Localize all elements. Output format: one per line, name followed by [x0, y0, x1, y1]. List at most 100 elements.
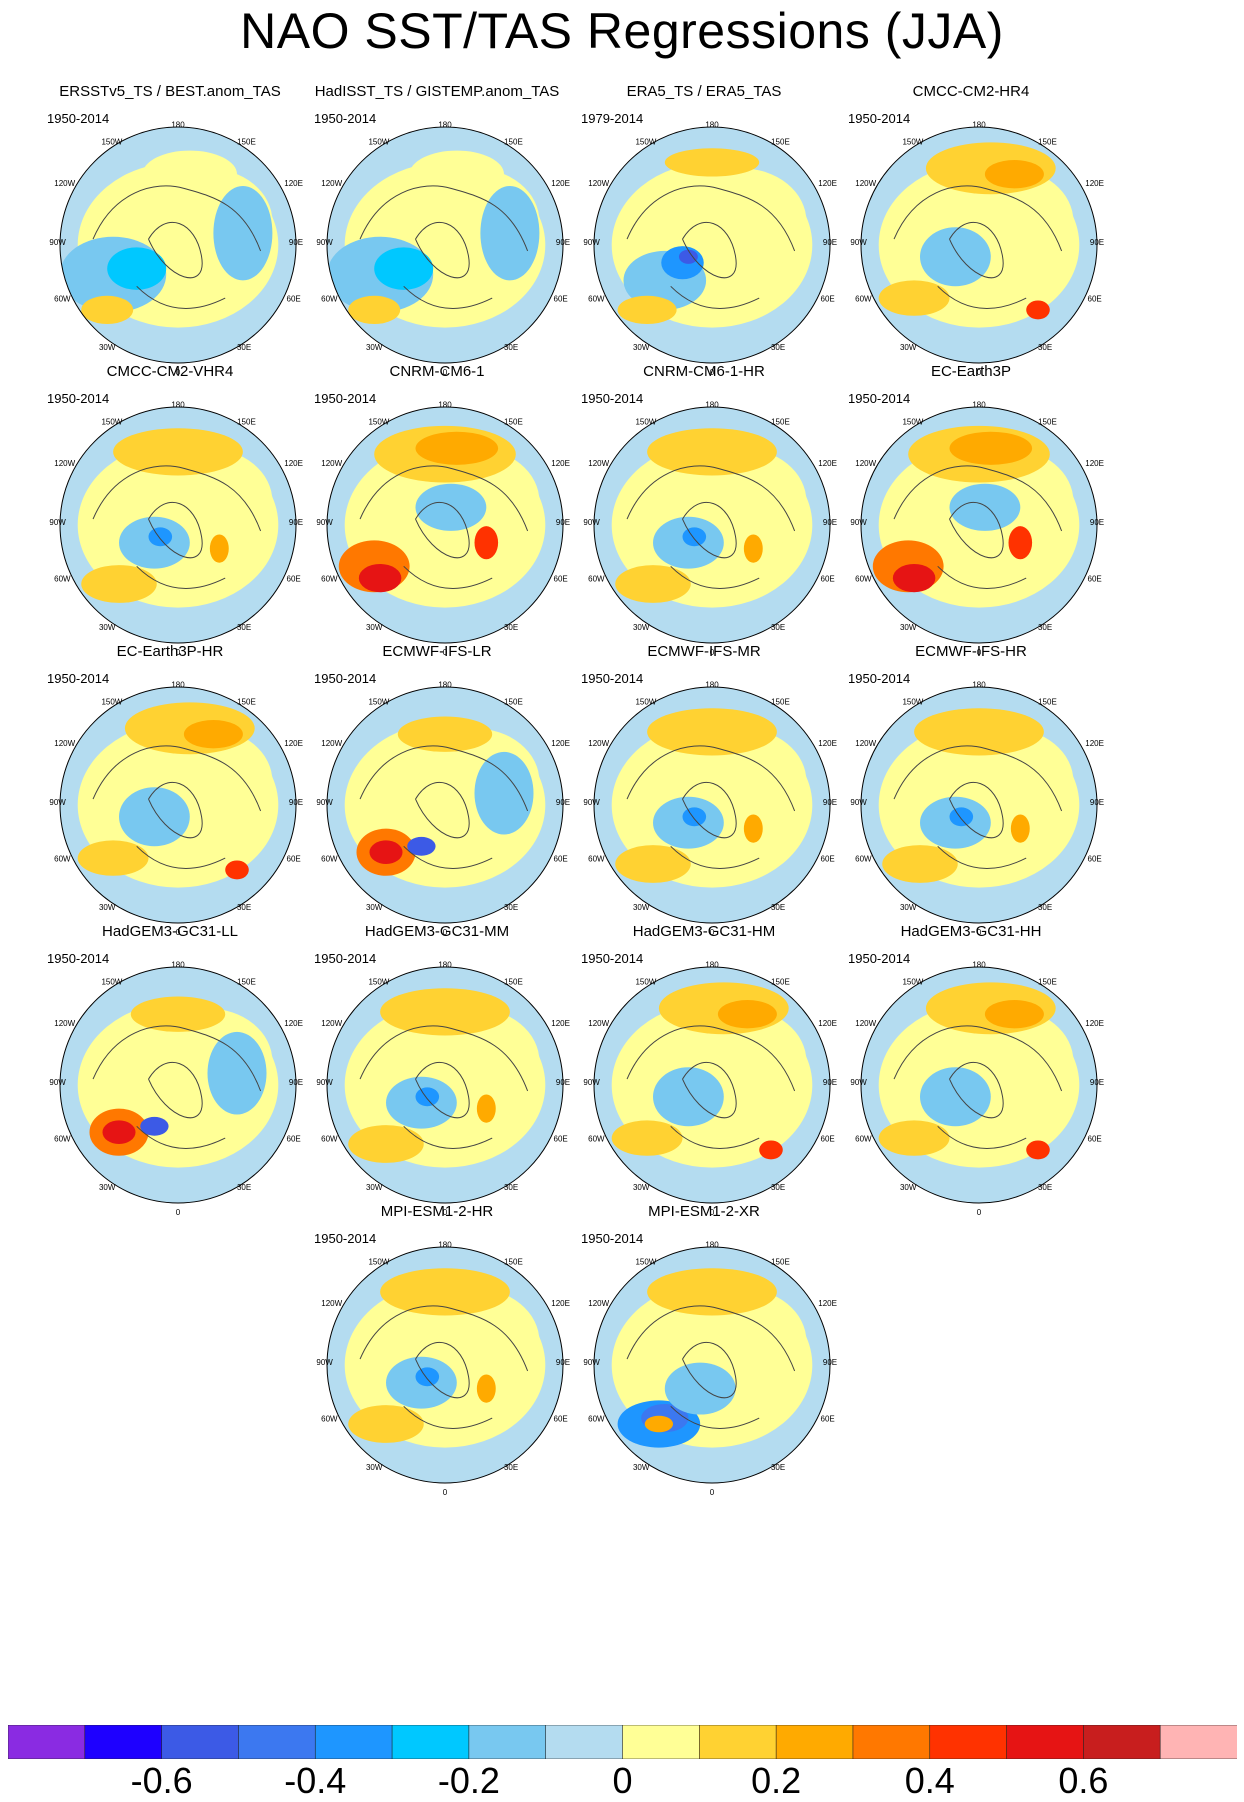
longitude-label: 60W [588, 575, 605, 584]
map-panel: ERA5_TS / ERA5_TAS 1979-2014 180 150W 150E 12… [554, 83, 854, 393]
longitude-label: 90W [583, 238, 600, 247]
colorbar-swatch [161, 1725, 240, 1759]
panel-title: EC-Earth3P [930, 363, 1012, 380]
longitude-label: 120E [1085, 179, 1104, 188]
longitude-label: 30W [366, 1463, 383, 1472]
longitude-label: 90W [850, 1078, 867, 1087]
longitude-label: 60W [588, 1135, 605, 1144]
map-panel: ERSSTv5_TS / BEST.anom_TAS 1950-2014 180 15… [20, 83, 320, 393]
longitude-label: 90W [49, 1078, 66, 1087]
longitude-label: 150W [902, 138, 923, 147]
panel-title: HadGEM3-GC31-HM [632, 923, 776, 940]
longitude-label: 30E [237, 623, 251, 632]
anomaly-region [615, 845, 691, 883]
longitude-label: 60W [54, 575, 71, 584]
longitude-label: 150E [1038, 698, 1057, 707]
longitude-label: 150W [368, 418, 389, 427]
longitude-label: 0 [710, 1208, 715, 1217]
anomaly-region [130, 996, 226, 1032]
anomaly-region [474, 751, 534, 835]
anomaly-region [380, 1268, 510, 1316]
anomaly-region [209, 534, 229, 563]
longitude-label: 60W [54, 855, 71, 864]
longitude-label: 150W [101, 978, 122, 987]
polar-map: 180 150W 150E 120W 120E 90W 90E 60W 60E 30W 30E 0 [49, 961, 303, 1217]
coastline [359, 1025, 529, 1149]
panel-title: HadGEM3-GC31-MM [364, 923, 510, 940]
anomaly-region [348, 1125, 424, 1163]
longitude-label: 60E [1088, 295, 1102, 304]
longitude-label: 150E [504, 1258, 523, 1267]
longitude-label: 150W [368, 978, 389, 987]
polar-map: 180 150W 150E 120W 120E 90W 90E 60W 60E 30W 30E 0 [850, 961, 1104, 1217]
longitude-label: 30W [366, 1183, 383, 1192]
longitude-label: 120W [855, 1019, 876, 1028]
panel-period: 1950-2014 [848, 391, 911, 406]
anomaly-region [878, 1120, 950, 1156]
polar-map: 180 150W 150E 120W 120E 90W 90E 60W 60E 30W 30E 0 [583, 681, 837, 937]
panel-title: CMCC-CM2-HR4 [912, 83, 1030, 100]
longitude-label: 150E [504, 978, 523, 987]
anomaly-region [81, 565, 157, 603]
panel-title: MPI-ESM1-2-HR [380, 1203, 494, 1220]
anomaly-region [611, 1120, 683, 1156]
panel-period: 1950-2014 [47, 111, 110, 126]
colorbar-tick-label: -0.6 [130, 1760, 193, 1801]
longitude-label: 150E [771, 138, 790, 147]
longitude-label: 90E [556, 518, 570, 527]
longitude-label: 90W [850, 518, 867, 527]
longitude-label: 30E [504, 903, 518, 912]
longitude-label: 30W [633, 623, 650, 632]
map-panel: CMCC-CM2-VHR4 1950-2014 180 150W 150E 120W 120… [20, 363, 320, 673]
map-panel: HadGEM3-GC31-LL 1950-2014 180 150W 150E 120W 1… [20, 923, 320, 1233]
anomaly-region [207, 1031, 267, 1115]
map-panel: CNRM-CM6-1-HR 1950-2014 180 150W 150E 120W 120… [554, 363, 854, 673]
anomaly-region [380, 988, 510, 1036]
longitude-label: 30W [633, 1183, 650, 1192]
anomaly-region [225, 860, 249, 880]
longitude-label: 30E [237, 1183, 251, 1192]
anomaly-region [213, 186, 273, 281]
map-border [593, 126, 831, 364]
longitude-label: 30E [237, 343, 251, 352]
longitude-label: 30W [99, 623, 116, 632]
colorbar-swatch [1159, 1725, 1237, 1759]
longitude-label: 60W [588, 295, 605, 304]
longitude-label: 150E [1038, 978, 1057, 987]
longitude-label: 90E [289, 798, 303, 807]
anomaly-region [892, 563, 936, 593]
longitude-label: 120E [284, 1019, 303, 1028]
longitude-label: 150E [771, 978, 790, 987]
colorbar-swatch [622, 1725, 701, 1759]
longitude-label: 180 [705, 401, 719, 410]
anomaly-region [480, 186, 540, 281]
longitude-label: 180 [171, 681, 185, 690]
colorbar-labels: -0.6 -0.4 -0.2 0 0.2 0.4 0.6 [0, 1760, 1244, 1802]
anomaly-region [647, 1268, 777, 1316]
panel-period: 1950-2014 [314, 1231, 377, 1246]
panel-period: 1950-2014 [314, 111, 377, 126]
map-panel: ECMWF-IFS-MR 1950-2014 180 150W 150E 120W 120E… [554, 643, 854, 953]
anomaly-region [949, 431, 1033, 465]
longitude-label: 120W [588, 1019, 609, 1028]
longitude-label: 180 [438, 401, 452, 410]
colorbar-swatch [238, 1725, 317, 1759]
map-border [860, 966, 1098, 1204]
longitude-label: 90E [289, 518, 303, 527]
longitude-label: 180 [171, 401, 185, 410]
polar-map: 180 150W 150E 120W 120E 90W 90E 60W 60E 30W 30E 0 [850, 121, 1104, 377]
anomaly-region [415, 431, 499, 465]
longitude-label: 90W [316, 1358, 333, 1367]
longitude-label: 60W [855, 855, 872, 864]
longitude-label: 60W [54, 1135, 71, 1144]
anomaly-region [676, 168, 807, 275]
longitude-label: 150E [237, 978, 256, 987]
longitude-label: 30E [504, 1183, 518, 1192]
anomaly-region [653, 1067, 724, 1127]
anomaly-region [759, 1140, 783, 1160]
colorbar-tick-label: 0.6 [1058, 1760, 1109, 1801]
longitude-label: 30E [771, 343, 785, 352]
longitude-label: 150E [504, 698, 523, 707]
longitude-label: 120E [551, 459, 570, 468]
longitude-label: 90W [49, 798, 66, 807]
